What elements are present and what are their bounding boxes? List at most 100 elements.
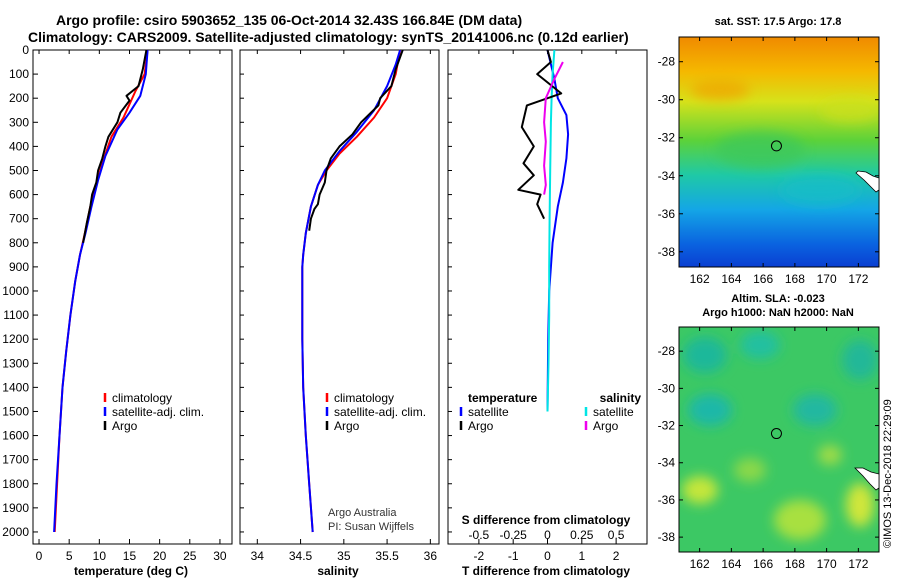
sla-coastline [854,467,880,491]
depth-tick-label: 500 [9,163,29,177]
salinity-panel-frame [239,49,440,545]
series-line-t-argo [517,49,563,220]
map-x-tick-label: 172 [848,557,868,571]
depth-tick-label: 1600 [2,429,29,443]
map-y-tick-label: -34 [658,456,676,470]
depth-tick-label: 1100 [3,308,29,322]
credit-line1: Argo Australia [328,507,397,519]
map-y-tick-label: -34 [658,169,676,183]
map-x-tick-label: 172 [848,272,868,286]
map-y-tick-label: -32 [658,131,676,145]
temperature-panel-frame [32,49,233,545]
temperature-tick-label: 10 [93,549,107,563]
difference-legend-label: Argo [593,419,619,433]
credit-line2: PI: Susan Wijffels [328,521,414,533]
t-difference-tick-label: 1 [578,549,585,563]
depth-tick-label: 1800 [2,477,29,491]
map-x-tick-label: 170 [817,272,837,286]
salinity-tick-label: 35 [337,549,351,563]
series-line-satellite-adj-clim- [53,49,149,533]
depth-tick-label: 1200 [2,332,29,346]
series-line-argo [82,49,148,243]
t-difference-tick-label: -2 [474,549,485,563]
temperature-axis-label: temperature (deg C) [74,564,188,578]
sst-yellow-patch [820,98,879,122]
sla-low-patch [846,483,874,527]
sst-argo-position-marker [770,140,782,152]
temperature-tick-label: 5 [66,549,73,563]
depth-tick-label: 700 [9,212,29,226]
map-y-tick-label: -38 [658,245,676,259]
sla-high-patch [683,337,727,373]
sla-low-patch [774,500,826,540]
sst-cool-patch [715,132,805,168]
sla-map-frame [678,326,880,553]
difference-legend-label: Argo [468,419,494,433]
sla-low-patch [818,445,842,465]
map-y-tick-label: -30 [658,381,676,395]
temperature-legend-label: climatology [112,391,172,405]
map-x-tick-label: 164 [721,557,741,571]
difference-legend-label: satellite [468,405,509,419]
depth-tick-label: 1000 [2,284,29,298]
sst-coastline [855,170,880,193]
depth-tick-label: 200 [9,91,29,105]
s-difference-tick-label: 0.25 [570,528,594,542]
depth-tick-label: 1400 [2,380,29,394]
salinity-axis-label: salinity [317,564,359,578]
sst-warm-patch [690,80,750,100]
salinity-legend-label: satellite-adj. clim. [334,405,426,419]
sst-map: 162 164 166 168 170 172 -28 -30 -32 -34 -36 -38 [658,36,880,286]
map-y-tick-label: -28 [658,55,676,69]
map-x-tick-label: 168 [785,272,805,286]
depth-tick-label: 1700 [2,453,29,467]
s-difference-tick-label: -0.5 [469,528,490,542]
series-line-climatology [301,49,402,533]
temperature-tick-label: 0 [36,549,43,563]
map-y-tick-label: -38 [658,530,676,544]
temperature-tick-label: 15 [123,549,137,563]
sla-map-title-line2: Argo h1000: NaN h2000: NaN [702,307,854,319]
t-difference-tick-label: 0 [544,549,551,563]
series-line-argo [308,49,404,231]
depth-tick-label: 1300 [2,356,29,370]
salinity-legend-label: climatology [334,391,394,405]
map-x-tick-label: 162 [690,557,710,571]
t-difference-axis-label: T difference from climatology [462,564,630,578]
s-difference-axis-label: S difference from climatology [462,513,631,527]
sla-argo-position-marker [770,428,782,440]
difference-legend-title: temperature [468,391,538,405]
temperature-legend-label: satellite-adj. clim. [112,405,204,419]
s-difference-tick-label: -0.25 [500,528,528,542]
sla-high-patch [688,394,732,426]
map-x-tick-label: 170 [817,557,837,571]
depth-tick-label: 900 [9,260,29,274]
map-x-tick-label: 164 [721,272,741,286]
t-difference-tick-label: 2 [613,549,620,563]
map-y-tick-label: -30 [658,93,676,107]
salinity-tick-label: 34 [251,549,265,563]
s-difference-tick-label: 0 [544,528,551,542]
salinity-tick-label: 36 [424,549,438,563]
map-y-tick-label: -32 [658,419,676,433]
sla-high-patch [740,331,780,359]
salinity-tick-label: 35.5 [375,549,399,563]
temperature-tick-label: 20 [153,549,167,563]
depth-tick-label: 0 [22,43,29,57]
figure-title-line2: Climatology: CARS2009. Satellite-adjuste… [28,29,629,45]
sst-map-frame [678,36,880,268]
depth-tick-label: 2000 [2,525,29,539]
temperature-tick-label: 30 [213,549,227,563]
map-y-tick-label: -36 [658,207,676,221]
difference-legend-title: salinity [600,391,642,405]
sla-low-patch [682,476,718,504]
temperature-tick-label: 25 [183,549,197,563]
depth-tick-label: 400 [9,139,29,153]
sla-map: 162 164 166 168 170 172 -28 -30 -32 -34 -36 -38 [658,326,880,571]
map-x-tick-label: 162 [690,272,710,286]
difference-legend-label: satellite [593,405,634,419]
sst-cyan-patch [780,175,860,205]
map-y-tick-label: -28 [658,344,676,358]
series-line-satellite-adj-clim- [301,49,402,533]
sla-high-patch [842,340,878,380]
